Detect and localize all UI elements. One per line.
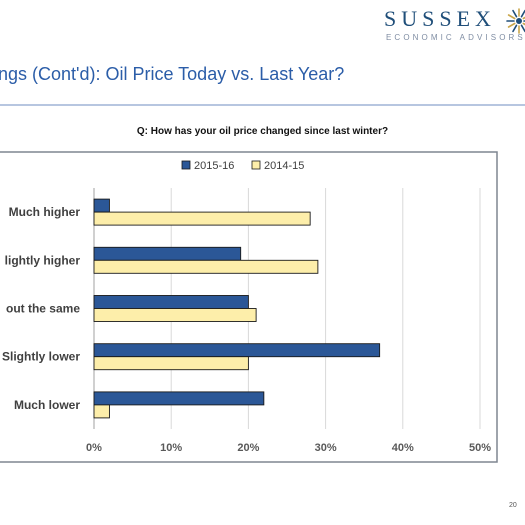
sun-ray bbox=[522, 22, 525, 26]
bars bbox=[93, 198, 381, 419]
page-number: 20 bbox=[509, 502, 517, 509]
category-label: Much higher bbox=[9, 205, 81, 219]
sun-ray bbox=[507, 22, 516, 28]
legend-label: 2014-15 bbox=[264, 160, 304, 172]
brand-name: SUSSEX bbox=[384, 6, 496, 31]
chart-title: Q: How has your oil price changed since … bbox=[136, 126, 389, 137]
x-tick-label: 30% bbox=[315, 442, 337, 454]
category-label: lightly higher bbox=[5, 253, 81, 267]
sun-ray bbox=[522, 16, 525, 20]
x-tick-label: 20% bbox=[237, 442, 259, 454]
tick-labels: 0% 10% 20% 30% 40% 50% bbox=[86, 442, 491, 454]
sun-ray bbox=[520, 24, 525, 33]
category-label: out the same bbox=[6, 302, 80, 316]
brand-tagline: ECONOMIC ADVISORS bbox=[386, 33, 525, 42]
legend-label: 2015-16 bbox=[194, 160, 234, 172]
legend: 2015-16 2014-15 bbox=[181, 160, 304, 172]
x-tick-label: 10% bbox=[160, 442, 182, 454]
bar-2014-15 bbox=[93, 211, 311, 226]
sun-ray bbox=[520, 9, 525, 18]
sun-ray bbox=[512, 24, 518, 33]
category-labels: Much higher lightly higher out the same Sli… bbox=[2, 205, 80, 412]
bar-2014-15 bbox=[93, 259, 319, 274]
bar-2015-16 bbox=[93, 198, 110, 213]
title-divider bbox=[0, 104, 525, 106]
bar-2015-16 bbox=[93, 246, 242, 261]
legend-swatch bbox=[181, 160, 191, 170]
category-label: Slightly lower bbox=[2, 350, 80, 364]
bar-2015-16 bbox=[93, 295, 249, 309]
legend-swatch bbox=[251, 160, 261, 170]
x-tick-label: 40% bbox=[392, 442, 414, 454]
slide-title: ngs (Cont'd): Oil Price Today vs. Last Y… bbox=[0, 64, 345, 84]
sun-rays bbox=[506, 8, 525, 34]
plot-frame bbox=[0, 151, 498, 463]
sun-icon bbox=[506, 8, 525, 34]
bar-2014-15 bbox=[93, 404, 110, 419]
x-tick-label: 0% bbox=[86, 442, 102, 454]
bar-2014-15 bbox=[93, 308, 257, 322]
sun-ray bbox=[507, 14, 516, 20]
x-tick-label: 50% bbox=[469, 442, 491, 454]
bar-2015-16 bbox=[93, 343, 381, 358]
bar-2014-15 bbox=[93, 356, 249, 371]
bar-2015-16 bbox=[93, 391, 265, 406]
bar-chart: 2015-16 2014-15 Much higher lightly higher… bbox=[0, 151, 498, 463]
sun-core bbox=[516, 18, 522, 24]
sun-ray bbox=[512, 9, 518, 18]
category-label: Much lower bbox=[14, 398, 80, 412]
